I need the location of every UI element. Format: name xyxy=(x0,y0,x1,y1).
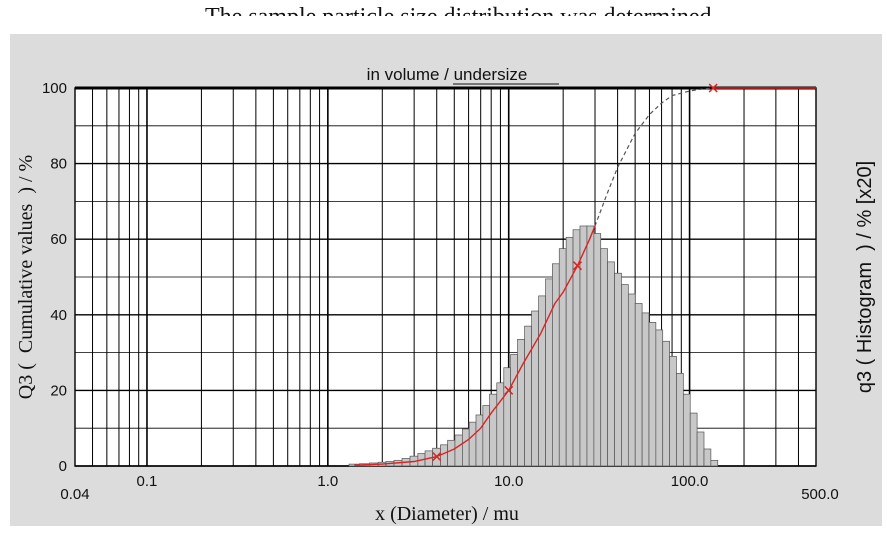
histogram-bar xyxy=(462,428,470,467)
histogram-bar xyxy=(682,393,691,467)
x-axis-label: x (Diameter) / mu xyxy=(375,503,519,525)
histogram-bar xyxy=(475,414,484,467)
histogram-bar xyxy=(454,434,463,467)
histogram-bar xyxy=(662,340,670,467)
histogram-bar xyxy=(558,248,567,467)
histogram-bar xyxy=(496,382,505,467)
histogram-bar xyxy=(689,412,698,467)
histogram-bar xyxy=(447,439,456,467)
y-tick-label: 20 xyxy=(50,382,67,399)
histogram-bar xyxy=(634,303,643,467)
histogram-bar xyxy=(545,278,553,467)
histogram-bar xyxy=(440,444,448,467)
y-tick-label: 100 xyxy=(42,80,67,97)
x-tick-label: 100.0 xyxy=(671,473,709,490)
tick-labels: 0.04 0.1 1.0 10.0 100.0 500.0 0 20 40 60 80 100 xyxy=(42,80,839,503)
histogram-bar xyxy=(648,322,657,467)
histogram-bar xyxy=(669,356,677,467)
histogram-bar xyxy=(710,459,719,467)
histogram-bar xyxy=(531,310,539,467)
histogram-bar xyxy=(565,236,574,467)
cumulative-marker xyxy=(432,452,442,462)
cumulative-marker xyxy=(708,83,718,93)
histogram-bar xyxy=(696,431,705,467)
y-tick-label: 40 xyxy=(50,307,67,324)
cumulative-dashed-line xyxy=(589,87,714,240)
x-tick-label: 0.1 xyxy=(137,473,158,490)
cumulative-marker xyxy=(504,385,514,395)
histogram-bar xyxy=(524,325,532,467)
x-tick-label: 500.0 xyxy=(801,486,839,503)
histogram-bar xyxy=(614,272,622,467)
histogram-bar xyxy=(641,312,650,467)
histogram-bars xyxy=(348,225,719,467)
histogram-bar xyxy=(627,293,636,467)
header-mask xyxy=(200,16,887,36)
histogram-bar xyxy=(676,373,684,467)
y-tick-label: 80 xyxy=(50,156,67,173)
histogram-bar xyxy=(510,354,518,467)
histogram-bar xyxy=(607,261,615,467)
cumulative-line xyxy=(354,87,816,466)
histogram-bar xyxy=(489,393,498,467)
cumulative-markers xyxy=(432,83,718,462)
histogram-bar xyxy=(468,421,477,467)
chart-title: in volume / undersize xyxy=(367,65,528,84)
histogram-bar xyxy=(517,339,525,467)
histogram-bar xyxy=(655,329,664,467)
x-tick-label: 0.04 xyxy=(60,486,89,503)
histogram-bar xyxy=(600,248,608,467)
y-tick-label: 60 xyxy=(50,231,67,248)
cumulative-marker xyxy=(572,261,583,271)
y-axis-label-right: q3 ( Histogram ) / % [x20] xyxy=(854,161,876,393)
chart-panel: 0.04 0.1 1.0 10.0 100.0 500.0 0 20 40 60 80 100 in … xyxy=(10,34,882,526)
x-tick-label: 10.0 xyxy=(494,473,523,490)
x-tick-label: 1.0 xyxy=(317,473,338,490)
histogram-bar xyxy=(552,263,560,467)
histogram-bar xyxy=(586,225,595,467)
histogram-bar xyxy=(621,284,629,467)
y-axis-label-left: Q3 ( Cumulative values ) / % xyxy=(15,155,37,399)
histogram-bar xyxy=(593,233,602,467)
histogram-bar xyxy=(703,448,712,467)
histogram-bar xyxy=(482,405,490,467)
y-tick-label: 0 xyxy=(59,458,67,475)
histogram-bar xyxy=(503,367,511,467)
psd-chart: 0.04 0.1 1.0 10.0 100.0 500.0 0 20 40 60 80 100 in … xyxy=(15,65,876,525)
histogram-bar xyxy=(538,295,546,467)
